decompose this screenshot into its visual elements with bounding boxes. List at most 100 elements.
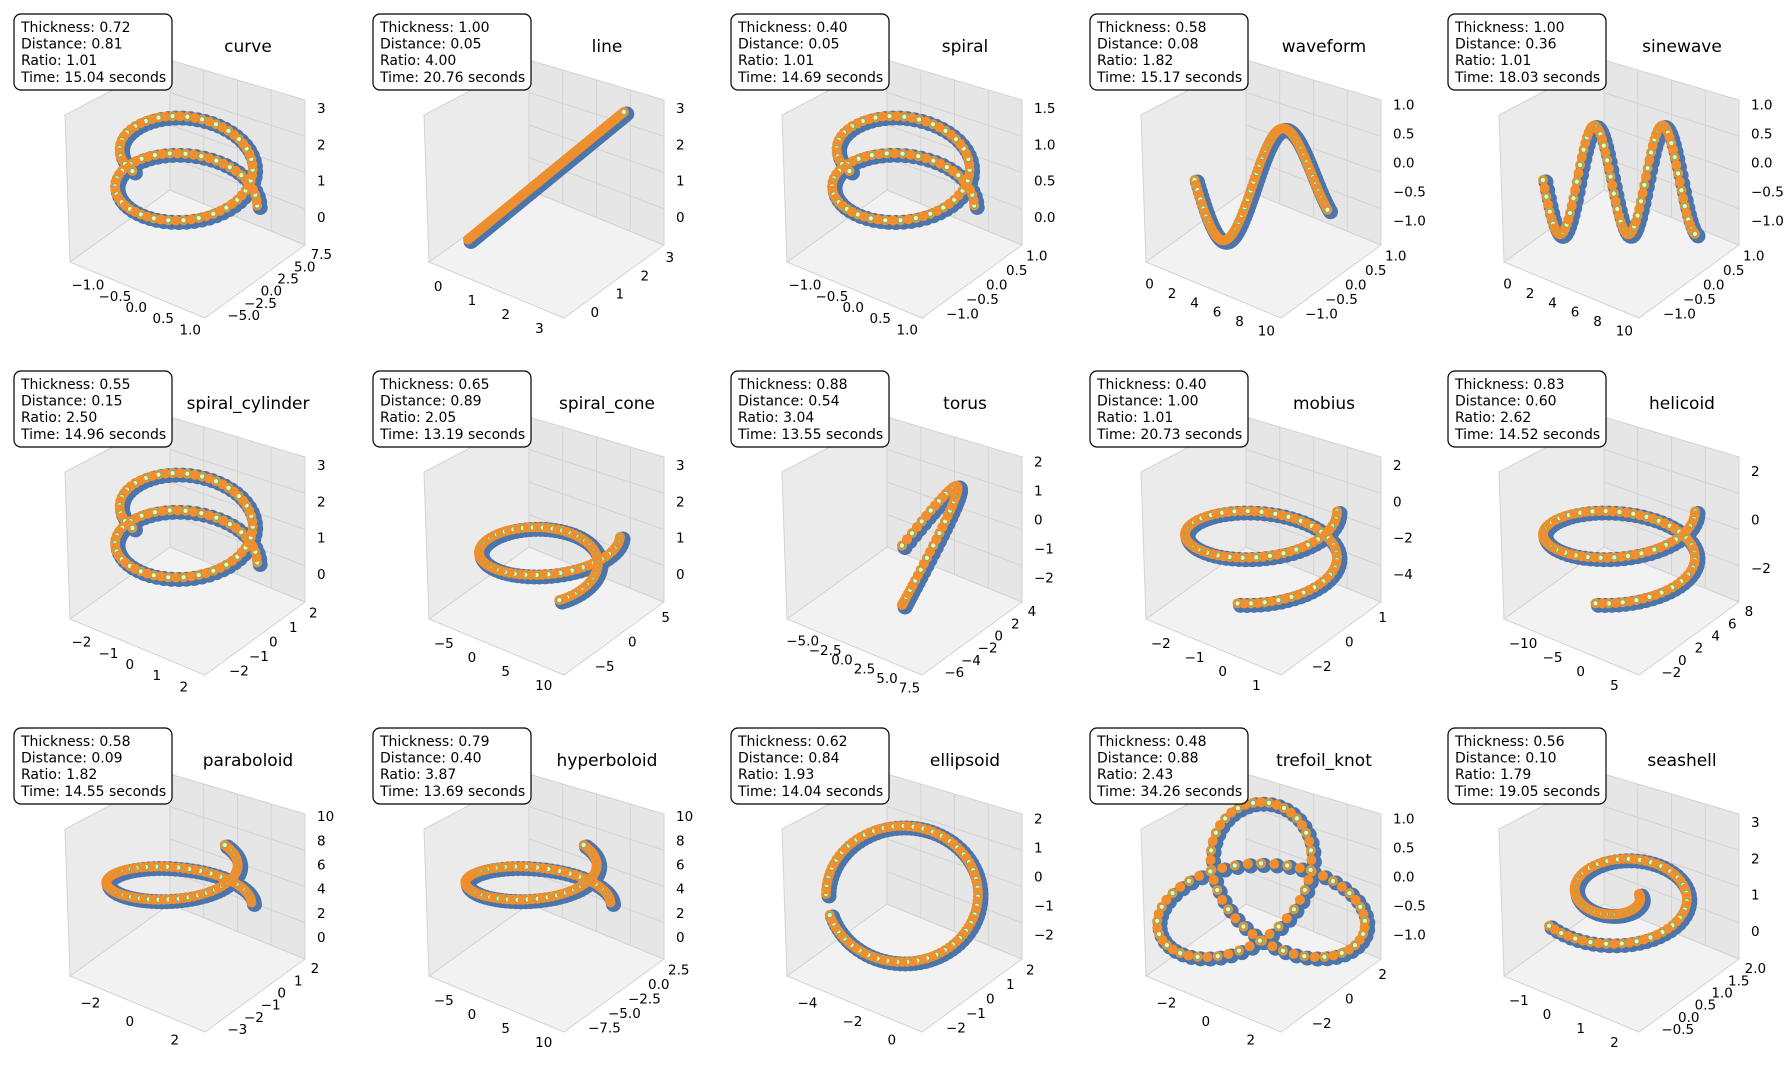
x-tick-label: 10 — [535, 1035, 552, 1051]
z-tick-label: 2 — [317, 906, 326, 922]
y-tick-label: 2.0 — [1745, 961, 1766, 977]
center-point — [1644, 165, 1651, 172]
y-tick-label: 2.5 — [668, 962, 689, 978]
center-point — [1222, 815, 1229, 822]
subplot-spiral_cylinder: −2−1012−2−10123210spiral_cylinderThickne… — [13, 370, 326, 695]
info-line: Time: 20.73 seconds — [1096, 427, 1242, 443]
x-tick-label: 3 — [535, 321, 544, 337]
path-point — [1600, 147, 1611, 158]
subplot-title: helicoid — [1649, 394, 1715, 414]
y-tick-label: 6 — [1728, 616, 1737, 632]
center-point — [1307, 847, 1315, 854]
y-tick-label: −1.0 — [1663, 307, 1696, 323]
center-point — [1207, 868, 1214, 875]
subplot-title: paraboloid — [203, 751, 293, 771]
y-tick-label: 0 — [1345, 635, 1354, 651]
info-line: Thickness: 0.58 — [20, 734, 131, 750]
x-tick-label: 1.0 — [180, 322, 201, 338]
grid-line — [886, 92, 1023, 137]
center-point — [1321, 953, 1328, 960]
center-point — [1280, 805, 1288, 812]
x-tick-label: 1 — [1252, 678, 1261, 694]
z-tick-label: 0 — [1393, 494, 1402, 510]
path-point — [1309, 952, 1320, 963]
center-point — [1572, 935, 1579, 942]
grid-line — [1603, 92, 1740, 137]
info-line: Thickness: 0.55 — [20, 377, 131, 393]
x-tick-label: 1 — [153, 668, 162, 684]
center-point — [1324, 206, 1331, 213]
subplot-paraboloid: −202−3−2−10121086420paraboloidThickness:… — [13, 727, 334, 1049]
center-point — [1681, 202, 1688, 210]
center-point — [943, 163, 950, 171]
y-tick-label: 3 — [666, 250, 675, 266]
x-tick-label: −2 — [72, 635, 92, 651]
center-point — [1301, 886, 1308, 894]
subplot-title: trefoil_knot — [1276, 751, 1372, 771]
y-tick-label: 2.5 — [277, 271, 298, 287]
info-line: Distance: 0.40 — [380, 751, 482, 767]
z-tick-label: 1.0 — [1393, 812, 1414, 828]
x-tick-label: 2 — [1526, 286, 1535, 302]
info-line: Distance: 0.10 — [1455, 751, 1557, 767]
info-line: Distance: 0.09 — [21, 751, 123, 767]
x-tick-label: 1.0 — [897, 322, 918, 338]
info-line: Ratio: 2.50 — [21, 410, 97, 426]
x-tick-label: −5 — [434, 636, 454, 652]
y-tick-label: 1 — [616, 287, 625, 303]
y-tick-label: 1 — [294, 973, 303, 989]
center-point — [580, 841, 587, 849]
center-point — [1637, 198, 1645, 205]
x-tick-label: 2.5 — [854, 662, 875, 678]
y-tick-label: −2.5 — [628, 992, 661, 1008]
z-tick-label: 0.5 — [1751, 127, 1772, 143]
center-point — [908, 530, 916, 537]
z-tick-label: 0 — [1034, 870, 1043, 886]
x-tick-label: 2 — [1247, 1033, 1256, 1049]
center-point — [1539, 176, 1547, 184]
info-box — [1089, 13, 1249, 91]
center-point — [1641, 181, 1648, 189]
center-point — [184, 113, 191, 120]
path-point — [1671, 160, 1682, 171]
center-point — [927, 210, 934, 217]
path-point — [1269, 858, 1280, 869]
z-tick-label: 0.0 — [1393, 156, 1414, 172]
x-tick-label: 1 — [468, 293, 477, 309]
center-point — [1258, 508, 1265, 515]
info-line: Thickness: 0.83 — [1454, 377, 1565, 393]
path-point — [1641, 171, 1652, 182]
y-tick-label: 4 — [1028, 604, 1037, 620]
path-point — [174, 111, 185, 122]
y-tick-label: −2 — [1312, 1016, 1332, 1032]
path-point — [1175, 881, 1186, 892]
center-point — [1212, 829, 1219, 836]
info-line: Time: 15.04 seconds — [20, 70, 166, 86]
z-tick-label: 2 — [1393, 458, 1402, 474]
center-point — [1603, 940, 1610, 947]
z-tick-label: 0 — [1034, 513, 1043, 529]
center-point — [899, 150, 906, 157]
z-tick-label: 2 — [317, 494, 326, 510]
info-box — [730, 13, 890, 91]
grid-line — [886, 124, 1023, 173]
x-tick-label: 10 — [1616, 323, 1633, 339]
path-point — [1570, 185, 1581, 196]
center-point — [1619, 599, 1626, 606]
center-point — [1543, 193, 1550, 200]
info-line: Ratio: 1.93 — [738, 767, 814, 783]
y-tick-label: 0.0 — [648, 977, 669, 993]
path-point — [1294, 894, 1305, 905]
z-tick-label: 3 — [317, 101, 326, 117]
z-tick-label: 1 — [1034, 484, 1043, 500]
info-line: Thickness: 0.88 — [737, 377, 848, 393]
center-point — [210, 567, 217, 574]
path-point — [1217, 863, 1228, 874]
z-tick-label: 1.0 — [1393, 98, 1414, 114]
y-tick-label: 2 — [1026, 962, 1035, 978]
center-point — [912, 214, 919, 222]
path-point — [170, 215, 181, 226]
path-point — [1306, 854, 1317, 865]
center-point — [915, 153, 922, 160]
